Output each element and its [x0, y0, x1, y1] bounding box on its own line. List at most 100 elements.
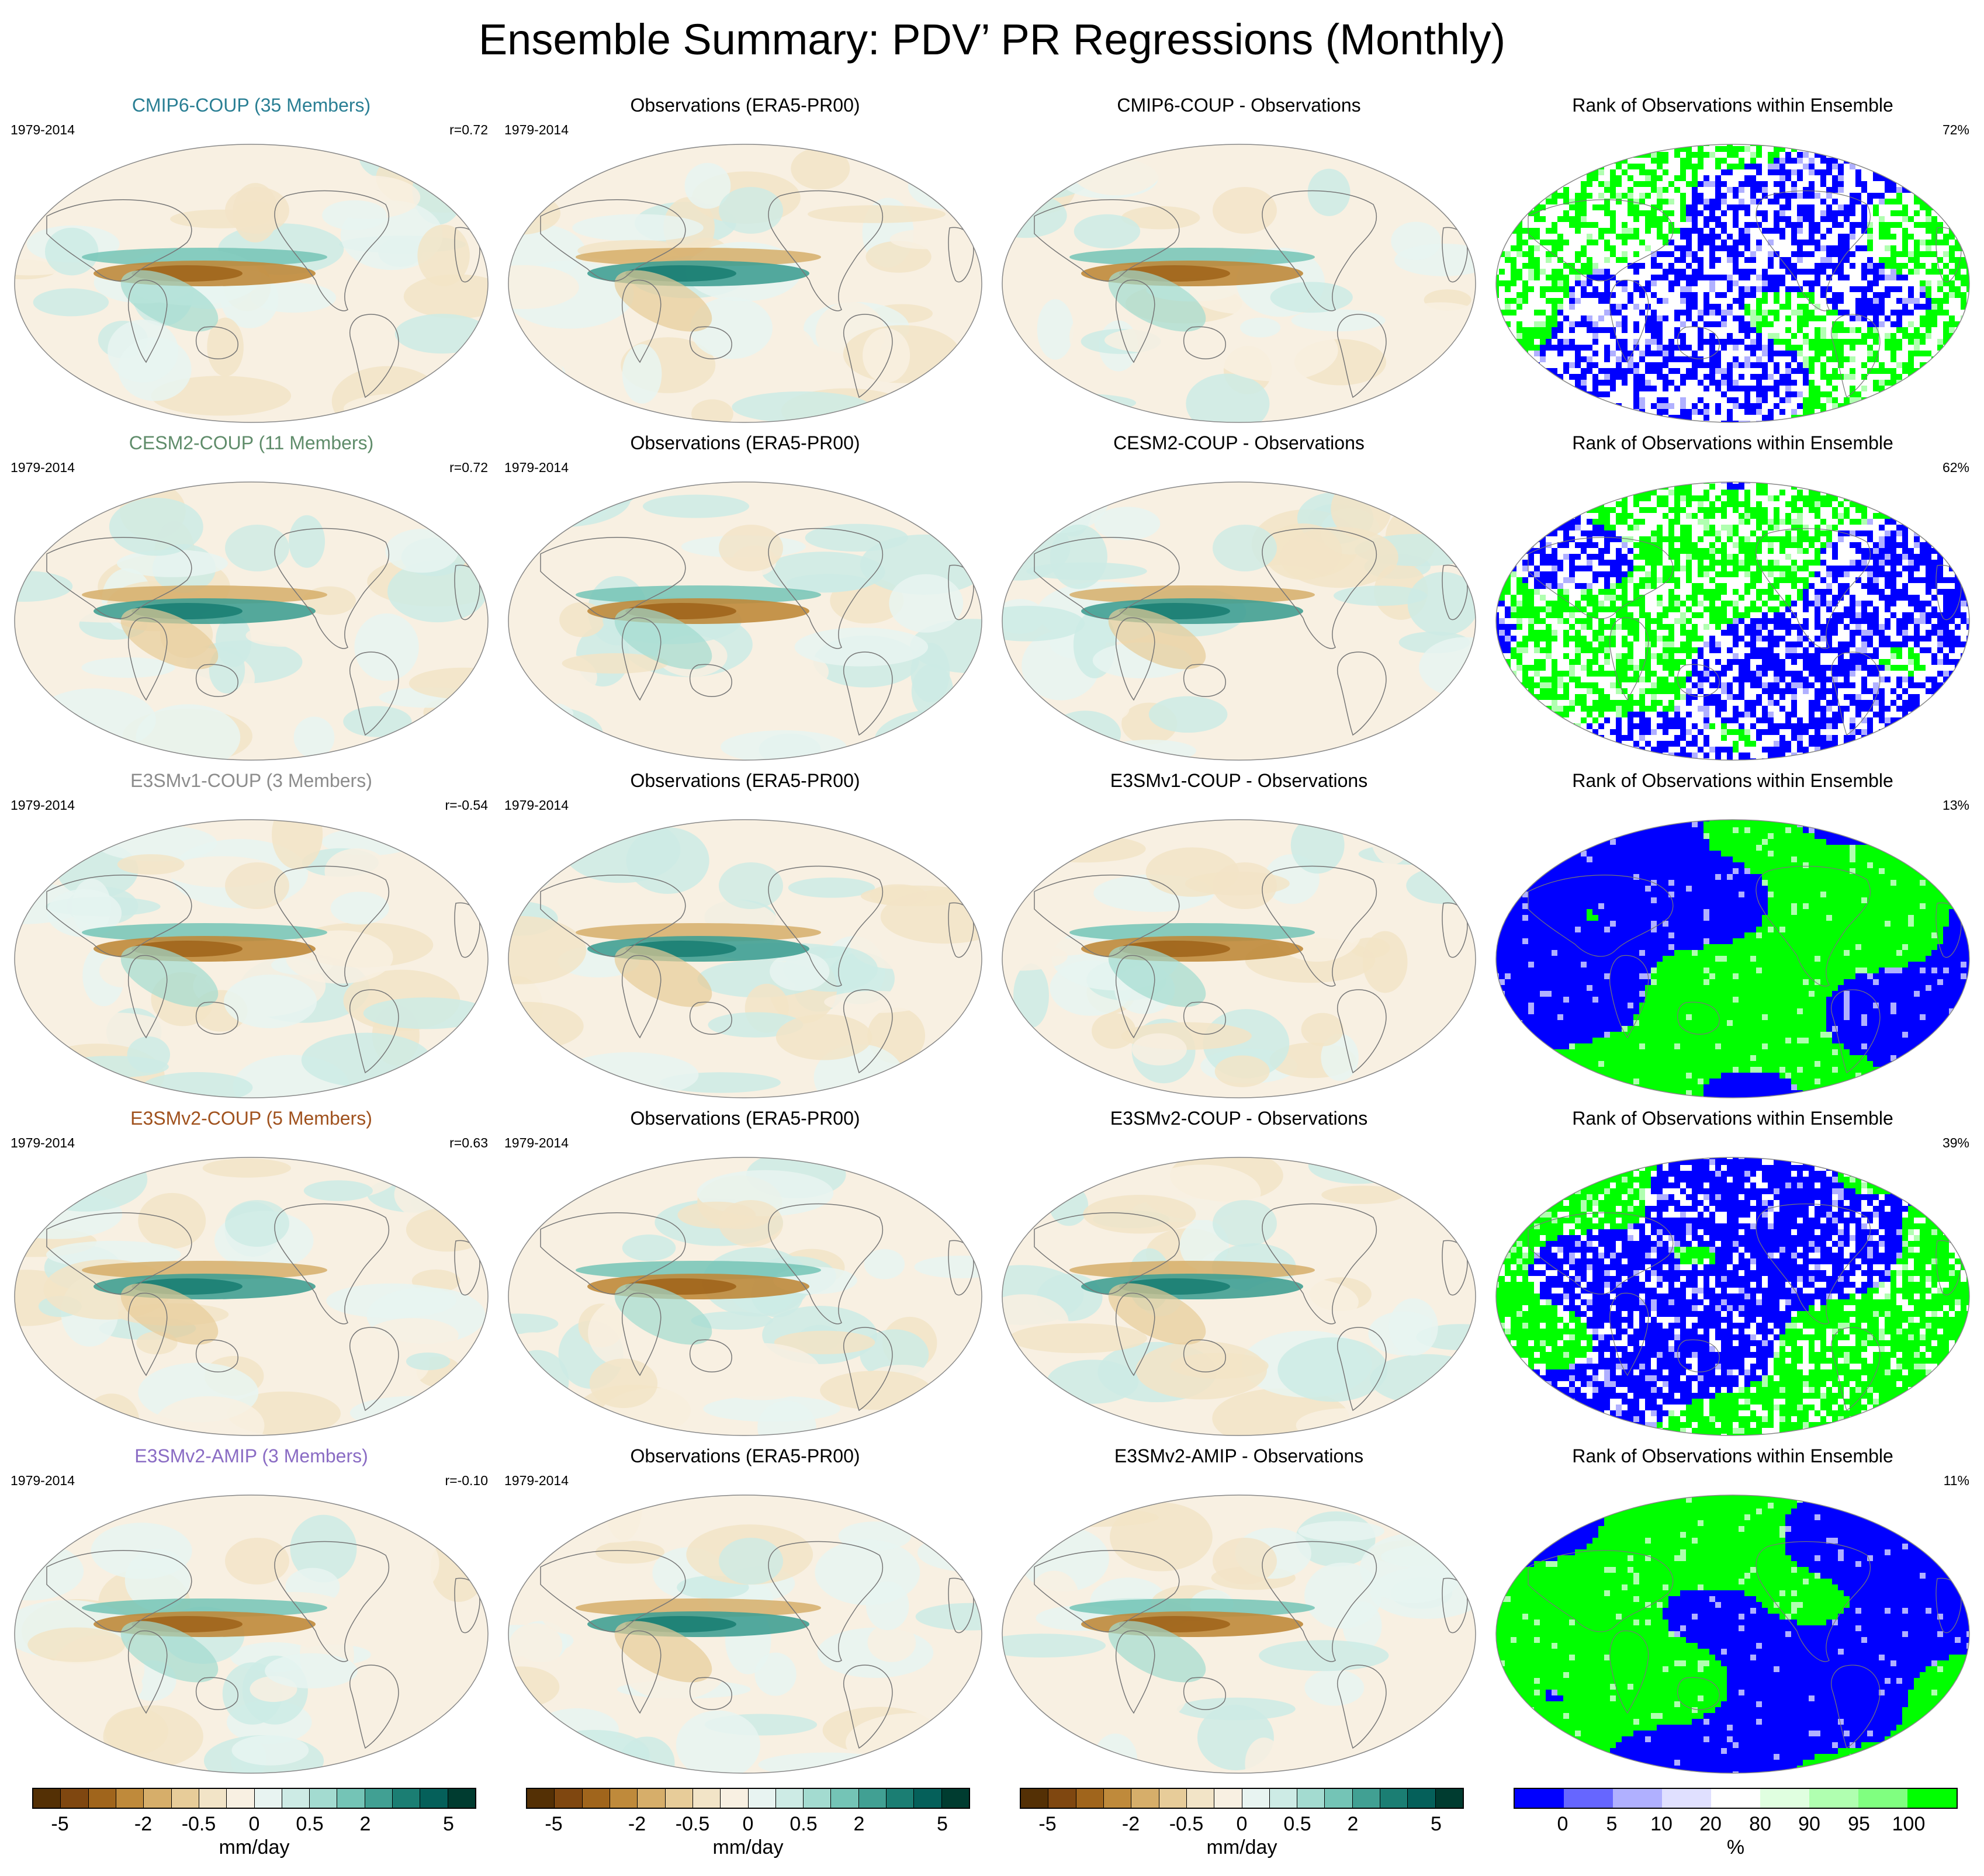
model-panel-title: CMIP6-COUP (35 Members)	[131, 95, 371, 116]
colorbar-swatch	[665, 1789, 693, 1808]
colorbar-tick-label: 2	[853, 1813, 865, 1835]
colorbar-swatch	[1907, 1789, 1957, 1808]
colorbar-tick-label: 0.5	[296, 1813, 324, 1835]
colorbar-unit-label: mm/day	[219, 1836, 290, 1858]
colorbar-swatch	[1352, 1789, 1381, 1808]
colorbar-swatch	[227, 1789, 255, 1808]
colorbar-tick-label: 0	[248, 1813, 260, 1835]
colorbar-swatch	[116, 1789, 144, 1808]
rank-percent-label: 13%	[1942, 797, 1969, 813]
rank-percent-label: 62%	[1942, 460, 1969, 475]
colorbar-swatch	[1760, 1789, 1809, 1808]
colorbar-swatch	[1435, 1789, 1463, 1808]
colorbar-tick-label: -5	[1038, 1813, 1057, 1835]
difference-panel-title: E3SMv1-COUP - Observations	[1110, 770, 1368, 791]
rank-colorbar	[1514, 1788, 1958, 1809]
global-map-svg	[1495, 481, 1970, 761]
colorbar-swatch	[61, 1789, 89, 1808]
global-map-svg	[1002, 144, 1476, 423]
colorbar-tick-label: 0	[1236, 1813, 1248, 1835]
colorbar-tick-label: -2	[628, 1813, 646, 1835]
observation-panel-map	[505, 478, 985, 764]
rank-panel-map	[1493, 1153, 1972, 1440]
global-map-svg	[14, 1157, 489, 1436]
colorbar-swatch	[1613, 1789, 1662, 1808]
colorbar-swatch	[858, 1789, 887, 1808]
colorbar-swatch	[693, 1789, 721, 1808]
colorbar-swatch	[1076, 1789, 1104, 1808]
difference-panel-map	[999, 478, 1479, 764]
colorbar-swatch	[1242, 1789, 1270, 1808]
rank-panel-title: Rank of Observations within Ensemble	[1572, 770, 1893, 791]
colorbar-tick-label: -2	[1121, 1813, 1140, 1835]
observation-panel-map	[505, 1153, 985, 1440]
colorbar-swatch	[337, 1789, 365, 1808]
colorbar-unit-label: mm/day	[1206, 1836, 1277, 1858]
global-map-svg	[1495, 144, 1970, 423]
colorbar-swatch	[1380, 1789, 1408, 1808]
observation-panel-map	[505, 1491, 985, 1777]
global-map-svg	[508, 819, 982, 1098]
colorbar-tick-label: 90	[1798, 1813, 1820, 1835]
global-map-svg	[1495, 1494, 1970, 1774]
colorbar-tick-label: -0.5	[181, 1813, 216, 1835]
period-label: 1979-2014	[11, 797, 75, 813]
difference-panel-map	[999, 1491, 1479, 1777]
colorbar-swatch	[88, 1789, 116, 1808]
colorbar-tick-label: 5	[443, 1813, 454, 1835]
rank-panel-map	[1493, 816, 1972, 1102]
model-panel-map	[12, 1153, 491, 1440]
colorbar-swatch	[831, 1789, 859, 1808]
colorbar-tick-label: 2	[1347, 1813, 1359, 1835]
correlation-label: r=-0.54	[445, 797, 488, 813]
rank-panel-title: Rank of Observations within Ensemble	[1572, 1108, 1893, 1129]
colorbar-tick-label: 5	[1431, 1813, 1442, 1835]
colorbar-unit-label: %	[1726, 1836, 1745, 1858]
rank-percent-label: 11%	[1943, 1473, 1969, 1488]
period-label: 1979-2014	[11, 1135, 75, 1150]
model-panel-map	[12, 816, 491, 1102]
global-map-svg	[14, 481, 489, 761]
colorbar-swatch	[941, 1789, 969, 1808]
global-map-svg	[508, 481, 982, 761]
colorbar-swatch	[1325, 1789, 1353, 1808]
colorbar-swatch	[1269, 1789, 1298, 1808]
global-map-svg	[14, 144, 489, 423]
colorbar-swatch	[365, 1789, 393, 1808]
model-panel-title: CESM2-COUP (11 Members)	[129, 432, 374, 453]
colorbar-swatch	[1858, 1789, 1907, 1808]
colorbar-swatch	[420, 1789, 448, 1808]
regression-colorbar-2	[526, 1788, 970, 1809]
colorbar-swatch	[310, 1789, 338, 1808]
colorbar-tick-label: -2	[134, 1813, 153, 1835]
period-label: 1979-2014	[504, 1135, 569, 1150]
colorbar-swatch	[1159, 1789, 1187, 1808]
difference-panel-map	[999, 816, 1479, 1102]
colorbar-swatch	[555, 1789, 583, 1808]
difference-panel-map	[999, 1153, 1479, 1440]
correlation-label: r=0.72	[449, 460, 488, 475]
model-panel-map	[12, 140, 491, 426]
colorbar-swatch	[775, 1789, 804, 1808]
figure-title: Ensemble Summary: PDV’ PR Regressions (M…	[478, 15, 1506, 64]
colorbar-swatch	[1021, 1789, 1049, 1808]
colorbar-swatch	[1564, 1789, 1613, 1808]
observation-panel-map	[505, 816, 985, 1102]
colorbar-swatch	[448, 1789, 475, 1808]
colorbar-swatch	[748, 1789, 776, 1808]
global-map-svg	[1495, 1157, 1970, 1436]
rank-panel-title: Rank of Observations within Ensemble	[1572, 1445, 1893, 1466]
global-map-svg	[1002, 481, 1476, 761]
observation-panel-title: Observations (ERA5-PR00)	[630, 432, 860, 453]
global-map-svg	[14, 1494, 489, 1774]
difference-panel-title: E3SMv2-AMIP - Observations	[1114, 1445, 1364, 1466]
rank-percent-label: 39%	[1942, 1135, 1969, 1150]
global-map-svg	[1002, 1157, 1476, 1436]
colorbar-swatch	[1103, 1789, 1132, 1808]
colorbar-tick-label: 20	[1699, 1813, 1722, 1835]
colorbar-tick-label: 5	[937, 1813, 948, 1835]
model-panel-map	[12, 1491, 491, 1777]
difference-panel-map	[999, 140, 1479, 426]
colorbar-swatch	[33, 1789, 61, 1808]
colorbar-swatch	[144, 1789, 172, 1808]
